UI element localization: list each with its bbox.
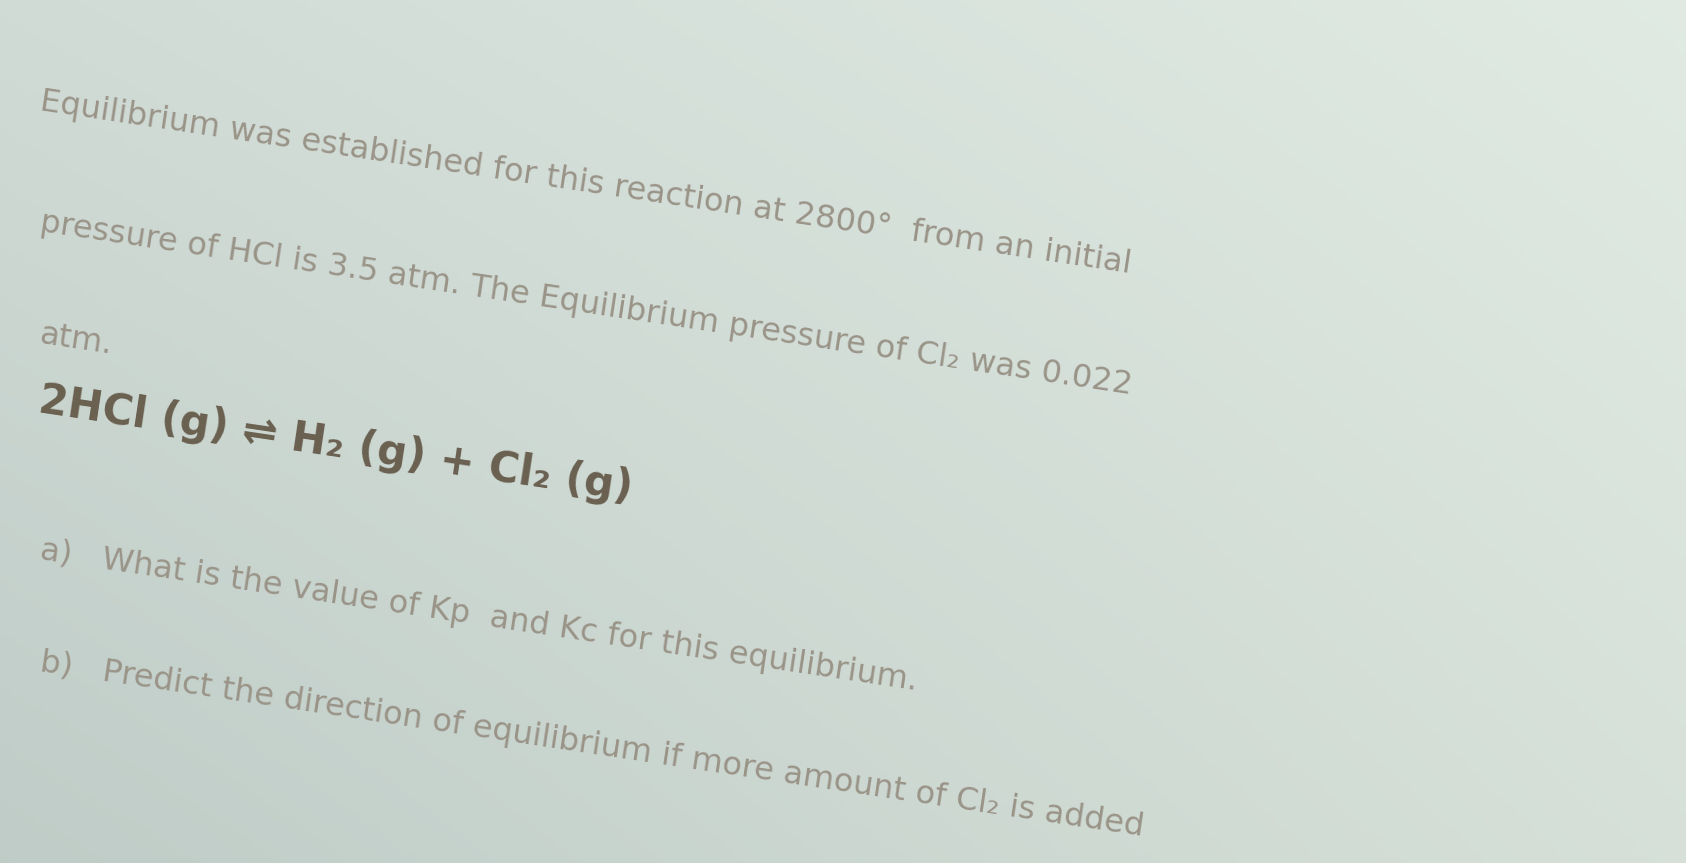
- Text: atm.: atm.: [37, 319, 115, 361]
- Text: 2HCl (g) ⇌ H₂ (g) + Cl₂ (g): 2HCl (g) ⇌ H₂ (g) + Cl₂ (g): [35, 380, 636, 510]
- Text: Equilibrium was established for this reaction at 2800°  from an initial: Equilibrium was established for this rea…: [37, 86, 1133, 280]
- Text: pressure of HCl is 3.5 atm. The Equilibrium pressure of Cl₂ was 0.022: pressure of HCl is 3.5 atm. The Equilibr…: [37, 207, 1135, 401]
- Text: a)   What is the value of Kp  and Kc for this equilibrium.: a) What is the value of Kp and Kc for th…: [37, 535, 919, 696]
- Text: b)   Predict the direction of equilibrium if more amount of Cl₂ is added: b) Predict the direction of equilibrium …: [37, 647, 1145, 843]
